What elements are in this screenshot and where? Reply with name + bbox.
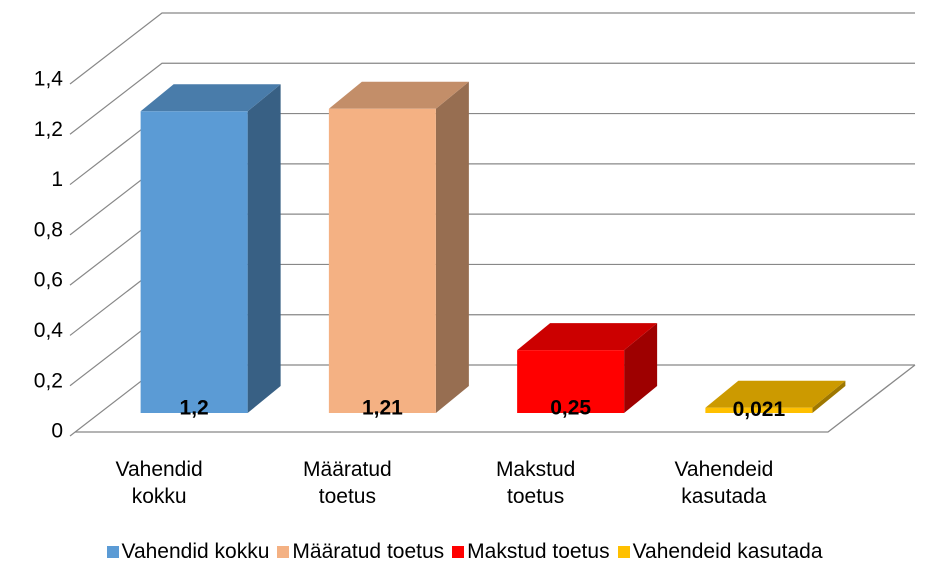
data-label: 0,021 <box>733 398 786 421</box>
bar <box>328 108 436 414</box>
x-tick-label: Vahendeid kasutada <box>674 458 774 508</box>
bar-top <box>517 323 658 351</box>
legend-item: Vahendid kokku <box>106 540 270 564</box>
legend-swatch <box>617 546 630 558</box>
legend-label: Makstud toetus <box>467 540 610 563</box>
bar-side <box>435 81 469 414</box>
legend-swatch <box>277 546 290 558</box>
data-label: 1,2 <box>180 397 209 420</box>
grid-line <box>69 62 915 135</box>
bar-side <box>812 380 846 413</box>
x-tick-label: Määratud toetus <box>303 458 392 508</box>
y-tick-label: 1,4 <box>34 68 64 91</box>
x-tick-label: Makstud toetus <box>495 458 576 508</box>
data-label: 0,25 <box>550 397 591 420</box>
legend-swatch <box>106 546 119 558</box>
legend-label: Määratud toetus <box>292 540 445 563</box>
legend-item: Vahendeid kasutada <box>617 540 823 564</box>
grid-line <box>69 12 915 85</box>
bar-top <box>328 81 469 109</box>
legend-label: Vahendid kokku <box>121 540 270 563</box>
y-tick-label: 0 <box>51 420 63 443</box>
legend-swatch <box>452 546 465 558</box>
data-label: 1,21 <box>362 397 403 420</box>
y-tick-label: 0,8 <box>34 218 63 241</box>
bar-side <box>247 84 281 414</box>
floor-edge <box>75 364 916 433</box>
legend-item: Makstud toetus <box>452 540 610 564</box>
bar <box>140 111 248 414</box>
y-tick-label: 0,6 <box>34 269 63 292</box>
legend: Vahendid kokku Määratud toetus Makstud toe… <box>0 540 929 564</box>
y-tick-label: 1 <box>51 168 63 191</box>
bar-side <box>624 323 658 413</box>
bar <box>517 350 625 413</box>
legend-item: Määratud toetus <box>277 540 444 564</box>
legend-label: Vahendeid kasutada <box>632 540 823 563</box>
bar <box>705 407 813 413</box>
x-tick-label: Vahendid kokku <box>115 458 203 508</box>
y-tick-label: 1,2 <box>34 118 63 141</box>
bar-top <box>705 380 846 408</box>
y-tick-label: 0,2 <box>34 369 63 392</box>
y-tick-label: 0,4 <box>34 319 64 342</box>
bar-top <box>140 84 281 112</box>
